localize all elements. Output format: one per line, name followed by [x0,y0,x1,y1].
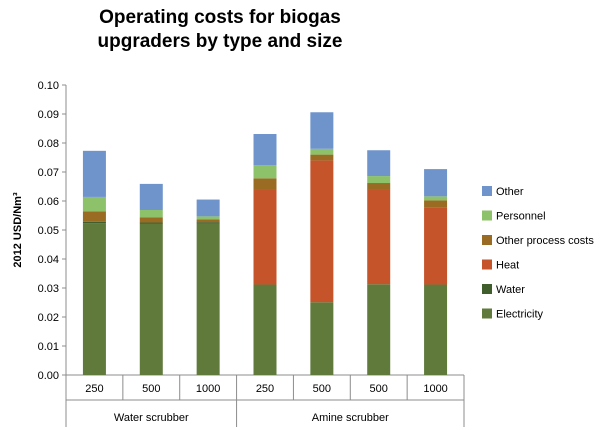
bar-heat [310,160,334,303]
y-tick-label: 0.09 [38,109,59,121]
y-tick-label: 0.01 [38,341,59,353]
bar-electricity [139,223,163,375]
bar-other-process-costs [310,154,334,161]
legend-label-other-process-costs: Other process costs [496,235,594,247]
bar-other [367,150,391,177]
y-tick-label: 0.07 [38,167,59,179]
y-tick-label: 0.00 [38,370,59,382]
x-tick-label: 250 [85,383,103,395]
legend-label-other: Other [496,186,524,198]
y-tick-label: 0.06 [38,196,59,208]
bar-other-process-costs [139,217,163,223]
legend-label-water: Water [496,284,525,296]
bar-other [82,150,106,197]
x-tick-label: 500 [142,383,160,395]
bar-other [310,112,334,149]
bar-water [139,222,163,224]
bar-personnel [139,209,163,218]
y-tick-label: 0.04 [38,254,59,266]
x-tick-label: 500 [370,383,388,395]
y-tick-label: 0.05 [38,225,59,237]
x-tick-label: 500 [313,383,331,395]
legend-label-personnel: Personnel [496,211,546,223]
bar-personnel [310,148,334,155]
x-tick-label: 250 [256,383,274,395]
bar-personnel [196,216,220,220]
chart-title-line-1: Operating costs for biogas [99,7,341,28]
bar-water [82,221,106,224]
bar-electricity [82,223,106,375]
legend-swatch-personnel [482,210,492,221]
bar-other [424,169,448,197]
chart-title-line-2: upgraders by type and size [97,31,343,52]
bar-heat [424,207,448,285]
legend-swatch-water [482,284,492,294]
bar-personnel [253,165,277,179]
x-tick-label: 1000 [196,383,220,395]
bar-heat [253,189,277,285]
legend-swatch-other [482,186,492,196]
legend: Other Personnel Other process costs Heat Wat… [482,186,594,321]
group-label: Water scrubber [114,412,189,424]
bar-electricity [253,284,277,375]
x-tick-label: 1000 [423,383,447,395]
bar-other-process-costs [253,178,277,190]
y-tick-label: 0.03 [38,283,59,295]
bar-other-process-costs [196,219,220,223]
y-tick-label: 0.10 [38,80,59,92]
bar-personnel [424,196,448,201]
y-axis-label: 2012 USD/Nm³ [12,192,24,268]
bar-personnel [367,176,391,184]
legend-swatch-electricity [482,308,492,319]
bar-heat [367,189,391,285]
bar-other [139,183,163,210]
y-tick-label: 0.08 [38,138,59,150]
legend-label-electricity: Electricity [496,309,544,321]
legend-swatch-heat [482,259,492,270]
bar-electricity [424,284,448,375]
group-label: Amine scrubber [312,412,389,424]
legend-swatch-other-process-costs [482,235,492,245]
bar-other [196,199,220,217]
bar-personnel [82,196,106,212]
bar-water [196,222,220,224]
bar-other-process-costs [424,200,448,208]
bar-electricity [310,302,334,375]
bar-electricity [196,223,220,375]
bar-other-process-costs [82,211,106,222]
legend-label-heat: Heat [496,260,519,272]
plot-area: 0.00 0.01 0.02 0.03 0.04 0.05 0.06 0.07 0.08 0.09… [38,80,465,427]
chart-title: Operating costs for biogas upgraders by … [70,6,370,54]
y-tick-label: 0.02 [38,312,59,324]
bar-other [253,134,277,166]
bar-other-process-costs [367,183,391,190]
bar-electricity [367,284,391,375]
